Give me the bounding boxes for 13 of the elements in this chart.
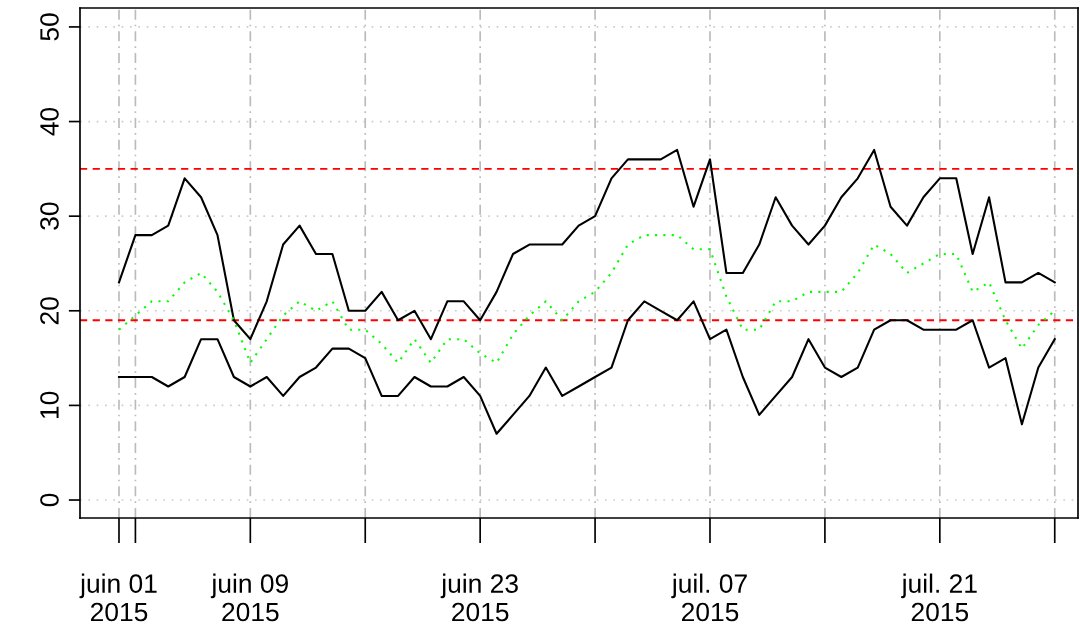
- x-tick-label: juin 01 2015: [79, 573, 157, 622]
- y-tick-label: 30: [40, 202, 59, 230]
- y-tick-label: 10: [40, 391, 59, 419]
- x-tick-label: juil. 07 2015: [671, 573, 747, 622]
- y-tick-label: 0: [40, 493, 59, 507]
- y-tick-label: 40: [40, 107, 59, 136]
- line-series: [117, 148, 1056, 341]
- x-tick-label: juil. 21 2015: [901, 573, 977, 622]
- x-tick-label: juin 09 2015: [210, 573, 288, 622]
- x-tick-label: juin 23 2015: [440, 573, 518, 622]
- y-tick-label: 20: [40, 297, 59, 325]
- line-series: [117, 300, 1056, 435]
- y-tick-label: 50: [40, 13, 59, 41]
